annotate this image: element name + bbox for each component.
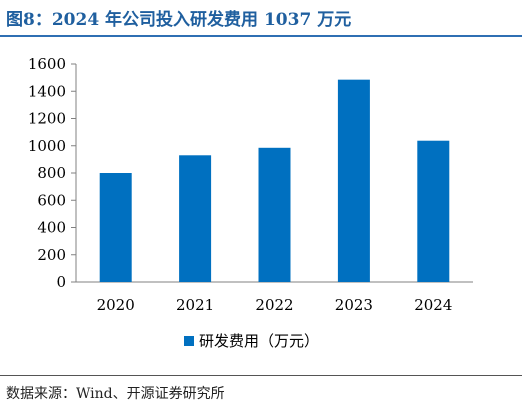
- y-tick-label: 1000: [28, 137, 66, 155]
- bar-2022: [258, 147, 291, 282]
- x-tick-label: 2021: [176, 296, 214, 314]
- x-axis: 2020 2021 2022 2023 2024: [76, 281, 473, 314]
- bar-2020: [99, 173, 132, 282]
- source-divider: [0, 375, 522, 376]
- bar-2024: [417, 140, 450, 282]
- y-tick-label: 0: [56, 273, 66, 291]
- x-tick-label: 2024: [414, 296, 452, 314]
- y-tick-label: 400: [37, 219, 66, 237]
- y-tick-label: 600: [37, 191, 66, 209]
- bar-2023: [337, 79, 370, 282]
- legend-label: 研发费用（万元）: [199, 332, 319, 350]
- y-tick-label: 800: [37, 164, 66, 182]
- x-tick-label: 2023: [335, 296, 373, 314]
- bar-series: [99, 79, 450, 282]
- title-divider: [0, 35, 522, 37]
- y-tick-label: 200: [37, 246, 66, 264]
- x-tick-label: 2022: [255, 296, 293, 314]
- y-tick-label: 1600: [28, 55, 66, 73]
- legend-swatch: [184, 336, 194, 346]
- bar-2021: [179, 155, 212, 282]
- x-tick-label: 2020: [97, 296, 135, 314]
- legend: 研发费用（万元）: [184, 332, 319, 350]
- y-axis: 0 200 400 600 800 1000 1200 1400 1600: [28, 55, 77, 291]
- figure-title: 图8：2024 年公司投入研发费用 1037 万元: [6, 10, 352, 30]
- y-tick-label: 1400: [28, 82, 66, 100]
- y-tick-label: 1200: [28, 110, 66, 128]
- source-note: 数据来源：Wind、开源证券研究所: [6, 386, 225, 402]
